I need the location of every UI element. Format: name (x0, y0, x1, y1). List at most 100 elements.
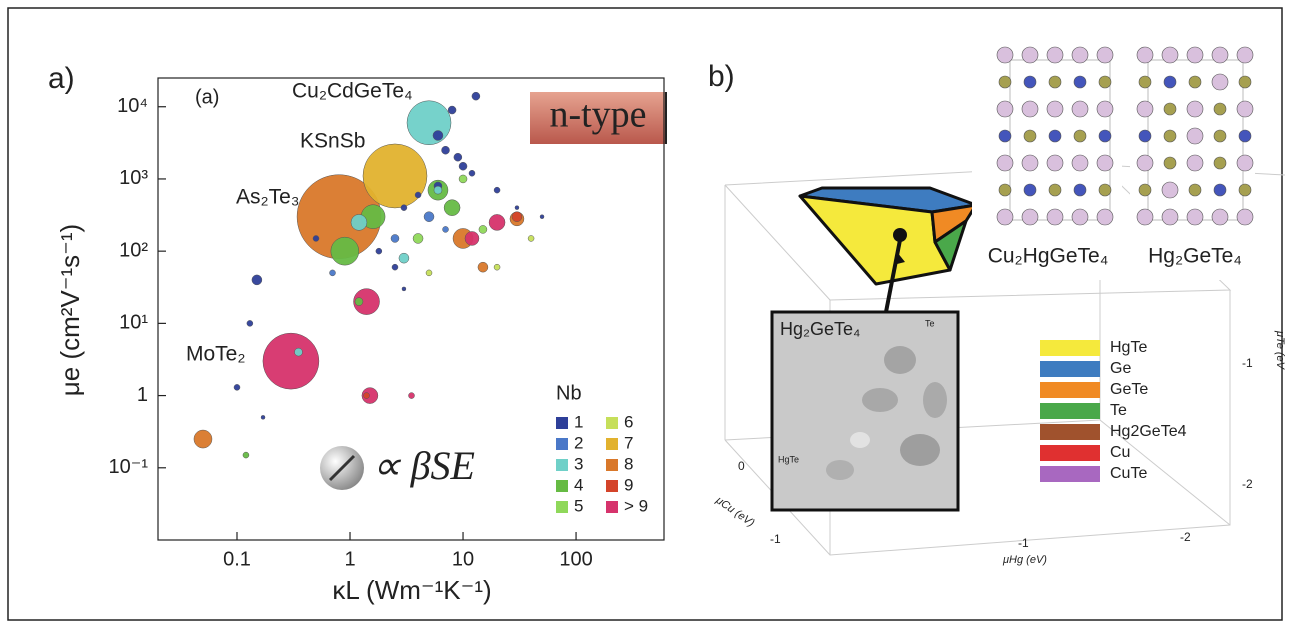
atom (1189, 184, 1201, 196)
bubble (465, 231, 479, 245)
bubble (413, 233, 423, 243)
legend-label: 6 (624, 412, 633, 431)
bubble (234, 384, 240, 390)
bubble (363, 144, 427, 208)
points (194, 92, 544, 458)
bubble (330, 270, 336, 276)
bubble (399, 253, 409, 263)
atom (1164, 76, 1176, 88)
inset-label: HgTe (778, 454, 799, 464)
bubble (494, 187, 500, 193)
atom (1162, 209, 1178, 225)
bubble (294, 348, 302, 356)
atom (1164, 103, 1176, 115)
atom (1049, 184, 1061, 196)
atom (1239, 184, 1251, 196)
atom (1162, 182, 1178, 198)
atom (1139, 184, 1151, 196)
legend-label: Hg2GeTe4 (1110, 423, 1187, 440)
bubble (331, 237, 359, 265)
x-tick-label: 0.1 (223, 548, 251, 570)
figure: a) (a) Cu₂CdGeTe₄ KSnSb As₂Te₃ MoTe₂ n-t… (0, 0, 1290, 628)
atom (1239, 130, 1251, 142)
annotation: As₂Te₃ (236, 186, 299, 209)
legend-swatch (1040, 382, 1100, 398)
atom (1212, 209, 1228, 225)
legend-swatch (556, 459, 568, 471)
atom (1074, 130, 1086, 142)
bubble (454, 153, 462, 161)
legend-label: Cu (1110, 444, 1130, 461)
grain (884, 346, 916, 374)
x-axis-label: κL (Wm⁻¹K⁻¹) (332, 575, 491, 605)
annotation: MoTe₂ (186, 343, 246, 366)
atom (1237, 209, 1253, 225)
atom (1187, 101, 1203, 117)
annotation: KSnSb (300, 130, 365, 153)
atom (999, 130, 1011, 142)
bubble (469, 170, 475, 176)
legend-label: 3 (574, 454, 583, 473)
atom (1049, 130, 1061, 142)
bubble (376, 248, 382, 254)
bubble (494, 264, 500, 270)
y-tick-label: 10³ (119, 167, 148, 189)
atom (1162, 47, 1178, 63)
bubble (407, 101, 451, 145)
atom (1137, 47, 1153, 63)
bubble (392, 264, 398, 270)
atom (1214, 130, 1226, 142)
atom (1099, 184, 1111, 196)
legend-swatch (556, 480, 568, 492)
bubble (443, 226, 449, 232)
bubble (444, 200, 460, 216)
legend-swatch (556, 417, 568, 429)
atom (997, 101, 1013, 117)
atom (1097, 155, 1113, 171)
bubble (402, 287, 406, 291)
legend-label: 1 (574, 412, 583, 431)
bubble (442, 146, 450, 154)
legend-swatch (556, 501, 568, 513)
atom (1072, 155, 1088, 171)
bubble (459, 162, 467, 170)
atom (1164, 130, 1176, 142)
inset-label: Te (925, 318, 935, 328)
atom (1239, 76, 1251, 88)
y-tick-label: 10⁴ (117, 95, 148, 117)
atom (1187, 47, 1203, 63)
bubble (424, 212, 434, 222)
atom (1139, 130, 1151, 142)
bubble (528, 235, 534, 241)
legend-label: 5 (574, 496, 583, 515)
bubble (194, 430, 212, 448)
legend-swatch (556, 438, 568, 450)
legend-label: 7 (624, 433, 633, 452)
legend-title: Nb (556, 382, 582, 404)
bubble (415, 192, 421, 198)
bubble (512, 212, 522, 222)
atom (1187, 155, 1203, 171)
y-tick-label: 1 (137, 384, 148, 406)
bubble (426, 270, 432, 276)
atom (1047, 209, 1063, 225)
y-tick-label: 10¹ (119, 312, 148, 334)
atom (1022, 101, 1038, 117)
structure-label: Hg₂GeTe₄ (1148, 245, 1242, 268)
legend-swatch (606, 459, 618, 471)
y-tick-label: 10⁻¹ (109, 456, 149, 478)
bubble (351, 214, 367, 230)
atom (1024, 130, 1036, 142)
annotation: Cu₂CdGeTe₄ (292, 80, 413, 103)
panel-label: a) (48, 62, 75, 95)
bubble (364, 393, 370, 399)
atom (1022, 209, 1038, 225)
atom (1024, 76, 1036, 88)
atom (1099, 130, 1111, 142)
bubble (540, 215, 544, 219)
legend-swatch (1040, 424, 1100, 440)
legend-label: GeTe (1110, 381, 1148, 398)
inset-title: Hg₂GeTe₄ (780, 319, 860, 339)
x-tick-label: 1 (344, 548, 355, 570)
annotation: n-type (549, 94, 646, 136)
